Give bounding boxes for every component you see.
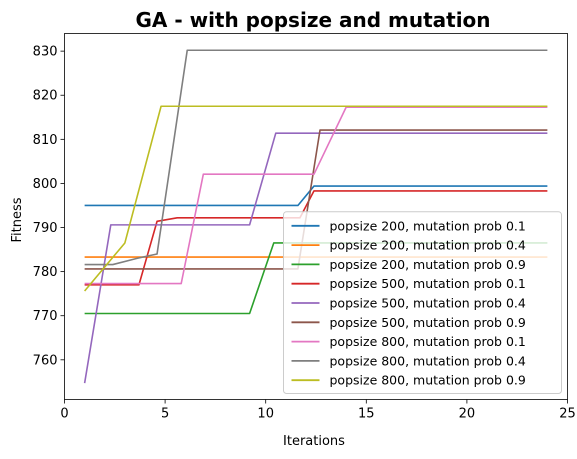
y-tick-label: 770: [33, 309, 58, 324]
x-tick-label: 10: [257, 407, 274, 422]
series-line-6: [84, 129, 548, 270]
legend-label: popsize 800, mutation prob 0.4: [330, 353, 526, 368]
legend-label: popsize 200, mutation prob 0.9: [330, 257, 526, 272]
legend-label: popsize 800, mutation prob 0.1: [330, 334, 526, 349]
x-tick-label: 5: [161, 407, 169, 422]
y-tick-label: 790: [33, 221, 58, 236]
series-line-5: [83, 132, 548, 384]
series-line-1: [84, 185, 548, 207]
series-line-4: [84, 190, 548, 286]
plot-lines: [83, 49, 548, 384]
x-axis: 0 5 10 15 20 25: [60, 399, 576, 422]
legend-label: popsize 200, mutation prob 0.1: [330, 218, 526, 233]
x-tick-label: 25: [559, 407, 576, 422]
y-tick-label: 800: [33, 177, 58, 192]
y-tick-label: 760: [33, 353, 58, 368]
y-tick-label: 810: [33, 133, 58, 148]
legend: popsize 200, mutation prob 0.1 popsize 20…: [283, 211, 562, 394]
plot-frame: [64, 33, 568, 400]
y-tick-label: 780: [33, 265, 58, 280]
y-axis: 760 770 780 790 800 810 820 830: [33, 45, 65, 368]
x-tick-label: 0: [60, 407, 68, 422]
series-line-8: [84, 49, 548, 266]
series-line-9: [84, 105, 548, 292]
x-axis-label: Iterations: [283, 434, 345, 449]
legend-label: popsize 800, mutation prob 0.9: [330, 373, 526, 388]
legend-label: popsize 200, mutation prob 0.4: [330, 238, 526, 253]
series-line-7: [84, 106, 548, 285]
legend-box: [283, 211, 562, 394]
chart-title: GA - with popsize and mutation: [135, 8, 490, 32]
y-tick-label: 820: [33, 89, 58, 104]
legend-label: popsize 500, mutation prob 0.1: [330, 276, 526, 291]
y-axis-label: Fitness: [10, 197, 25, 242]
legend-label: popsize 500, mutation prob 0.4: [330, 296, 526, 311]
y-tick-label: 830: [33, 45, 58, 60]
x-tick-label: 15: [358, 407, 375, 422]
x-tick-label: 20: [459, 407, 476, 422]
legend-label: popsize 500, mutation prob 0.9: [330, 315, 526, 330]
